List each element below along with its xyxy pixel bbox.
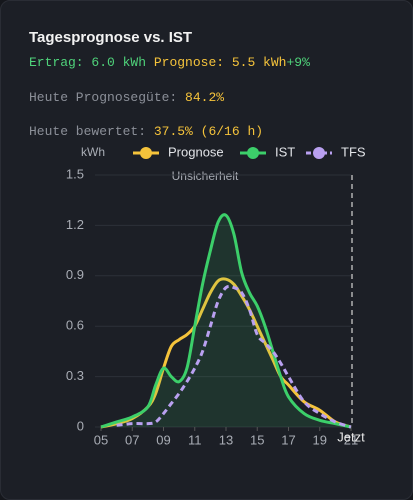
quality-line: Heute Prognosegüte: 84.2%	[29, 90, 224, 105]
legend-label: IST	[275, 144, 295, 159]
legend-label: Prognose	[168, 144, 224, 159]
quality-label: Heute Prognosegüte:	[29, 90, 178, 105]
x-tick-label: 15	[250, 432, 264, 447]
y-tick-label: 0.3	[66, 368, 84, 383]
y-axis-label: kWh	[81, 145, 105, 159]
area	[101, 214, 351, 427]
legend-dot	[140, 147, 152, 159]
now-label: Jetzt	[337, 429, 365, 444]
legend-dot	[313, 147, 325, 159]
x-tick-label: 17	[281, 432, 295, 447]
stats-line: Ertrag: 6.0 kWh Prognose: 5.5 kWh+9%	[29, 55, 310, 70]
x-tick-label: 11	[188, 432, 202, 447]
rated-value: 37.5% (6/16 h)	[153, 124, 264, 139]
y-tick-label: 0.9	[66, 267, 84, 282]
y-tick-label: 0.6	[66, 318, 84, 333]
actual-yield: Ertrag: 6.0 kWh	[29, 55, 147, 70]
x-tick-label: 07	[125, 432, 139, 447]
y-tick-label: 1.5	[66, 166, 84, 181]
y-tick-label: 0	[77, 418, 84, 433]
series-line	[100, 213, 352, 429]
x-tick-label: 09	[156, 432, 170, 447]
y-tick-label: 1.2	[66, 217, 84, 232]
x-tick-label: 19	[313, 432, 327, 447]
rated-line: Heute bewertet: 37.5% (6/16 h)	[29, 124, 263, 139]
series-line	[100, 277, 352, 429]
deviation: +9%	[286, 55, 310, 70]
legend-dot	[247, 147, 259, 159]
x-tick-label: 21	[344, 432, 358, 447]
forecast-yield: Prognose: 5.5 kWh	[153, 55, 287, 70]
rated-label: Heute bewertet:	[29, 124, 147, 139]
legend-label: TFS	[341, 144, 366, 159]
card-title: Tagesprognose vs. IST	[29, 29, 193, 46]
series-line	[116, 284, 352, 429]
quality-value: 84.2%	[185, 90, 225, 105]
x-tick-label: 05	[94, 432, 108, 447]
x-tick-label: 13	[219, 432, 233, 447]
annotation: Unsicherheit	[172, 169, 239, 183]
